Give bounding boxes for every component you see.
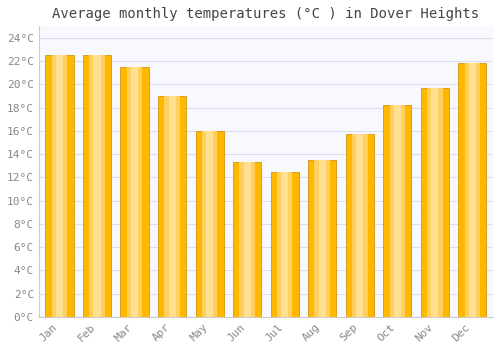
Bar — [390, 105, 405, 317]
Bar — [206, 131, 213, 317]
Bar — [421, 88, 449, 317]
Bar — [90, 55, 104, 317]
Bar — [164, 96, 180, 317]
Bar — [469, 63, 476, 317]
Bar — [277, 172, 292, 317]
Bar — [383, 105, 412, 317]
Bar — [352, 134, 368, 317]
Title: Average monthly temperatures (°C ) in Dover Heights: Average monthly temperatures (°C ) in Do… — [52, 7, 480, 21]
Bar — [120, 67, 148, 317]
Bar — [432, 88, 438, 317]
Bar — [464, 63, 480, 317]
Bar — [244, 162, 250, 317]
Bar — [131, 67, 138, 317]
Bar — [458, 63, 486, 317]
Bar — [427, 88, 442, 317]
Bar — [196, 131, 224, 317]
Bar — [202, 131, 218, 317]
Bar — [394, 105, 401, 317]
Bar — [308, 160, 336, 317]
Bar — [281, 172, 288, 317]
Bar — [46, 55, 74, 317]
Bar — [314, 160, 330, 317]
Bar — [233, 162, 261, 317]
Bar — [240, 162, 255, 317]
Bar — [318, 160, 326, 317]
Bar — [158, 96, 186, 317]
Bar — [94, 55, 100, 317]
Bar — [168, 96, 175, 317]
Bar — [270, 172, 299, 317]
Bar — [346, 134, 374, 317]
Bar — [127, 67, 142, 317]
Bar — [83, 55, 111, 317]
Bar — [356, 134, 364, 317]
Bar — [52, 55, 67, 317]
Bar — [56, 55, 63, 317]
